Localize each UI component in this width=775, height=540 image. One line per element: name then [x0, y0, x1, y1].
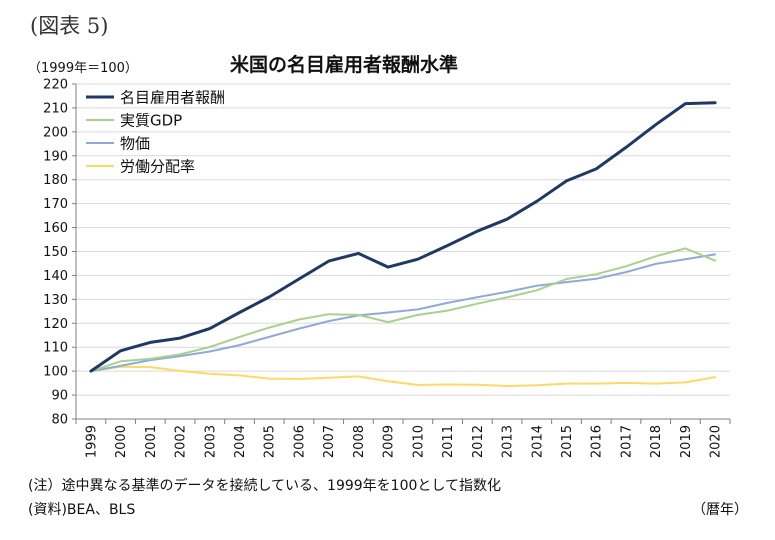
- x-tick-label: 2014: [530, 425, 545, 458]
- y-tick-label: 170: [43, 197, 68, 212]
- x-tick-label: 2007: [322, 425, 337, 458]
- y-tick-label: 130: [43, 293, 68, 308]
- x-tick-label: 2009: [382, 425, 397, 458]
- x-tick-label: 2013: [501, 425, 516, 458]
- y-tick-label: 140: [43, 269, 68, 284]
- series-line: [89, 247, 717, 373]
- series-line: [89, 101, 717, 373]
- legend-label: 実質GDP: [120, 112, 182, 130]
- x-tick-label: 2017: [619, 425, 634, 458]
- x-tick-label: 2015: [560, 425, 575, 458]
- x-tick-label: 2011: [441, 425, 456, 458]
- x-tick-label: 2004: [233, 425, 248, 458]
- x-axis-unit-label: （暦年）: [692, 502, 748, 518]
- x-tick-label: 2001: [144, 425, 159, 458]
- x-tick-label: 2012: [471, 425, 486, 458]
- y-tick-label: 200: [43, 125, 68, 140]
- figure-label: (図表 5): [30, 14, 109, 38]
- y-axis-unit-label: （1999年＝100）: [28, 61, 138, 76]
- y-tick-label: 80: [51, 413, 68, 428]
- footnote: (注）途中異なる基準のデータを接続している、1999年を100として指数化: [28, 478, 501, 494]
- x-tick-label: 2000: [114, 425, 129, 458]
- y-tick-label: 90: [51, 389, 68, 404]
- legend-label: 名目雇用者報酬: [120, 89, 225, 107]
- x-tick-label: 1999: [84, 425, 99, 458]
- x-tick-label: 2006: [292, 425, 307, 458]
- x-tick-label: 2020: [709, 425, 724, 458]
- x-tick-label: 2008: [352, 425, 367, 458]
- legend-label: 労働分配率: [120, 158, 195, 176]
- y-tick-label: 120: [43, 317, 68, 332]
- x-tick-label: 2002: [174, 425, 189, 458]
- source-note: (資料)BEA、BLS: [28, 502, 136, 518]
- series-line: [89, 365, 717, 387]
- y-tick-label: 210: [43, 101, 68, 116]
- chart-title: 米国の名目雇用者報酬水準: [230, 54, 459, 76]
- legend-label: 物価: [120, 135, 150, 153]
- x-tick-label: 2003: [203, 425, 218, 458]
- series-line: [89, 253, 717, 373]
- y-tick-label: 220: [43, 78, 68, 93]
- x-tick-label: 2019: [679, 425, 694, 458]
- x-tick-label: 2005: [263, 425, 278, 458]
- x-tick-label: 2018: [649, 425, 664, 458]
- y-tick-label: 100: [43, 365, 68, 380]
- y-tick-label: 190: [43, 149, 68, 164]
- y-tick-label: 150: [43, 245, 68, 260]
- y-tick-label: 110: [43, 341, 68, 356]
- y-tick-label: 160: [43, 221, 68, 236]
- x-tick-label: 2016: [590, 425, 605, 458]
- y-tick-label: 180: [43, 173, 68, 188]
- x-tick-label: 2010: [411, 425, 426, 458]
